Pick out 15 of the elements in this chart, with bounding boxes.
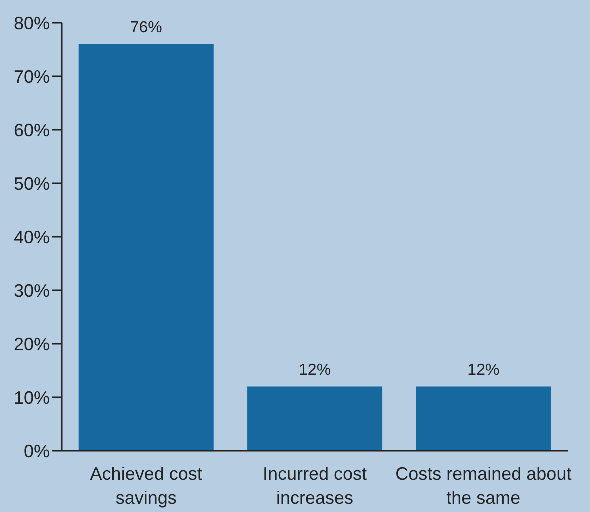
data-label: 12% (468, 362, 500, 379)
y-tick-label: 20% (14, 334, 50, 354)
y-tick-label: 60% (14, 120, 50, 140)
y-tick-label: 10% (14, 388, 50, 408)
x-tick-label: Costs remained about the same (396, 464, 572, 508)
data-label: 12% (299, 362, 332, 379)
y-tick-label: 80% (14, 13, 50, 34)
x-tick-label: Achieved cost savings (90, 464, 202, 508)
y-tick-label: 50% (14, 174, 50, 194)
y-tick-label: 70% (14, 66, 50, 87)
y-tick-label: 30% (14, 280, 50, 301)
x-tick-label: Incurred cost increases (262, 464, 368, 508)
y-tick-label: 0% (24, 441, 50, 462)
y-tick-label: 40% (14, 227, 50, 248)
data-label: 76% (130, 19, 162, 36)
